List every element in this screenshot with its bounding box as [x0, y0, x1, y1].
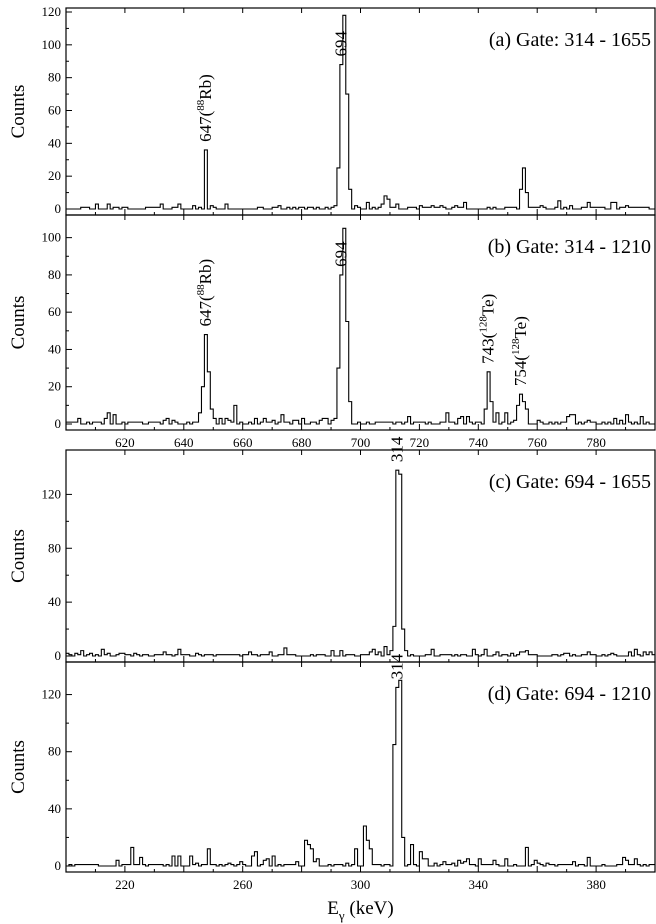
- panel-title: (b) Gate: 314 - 1210: [488, 236, 651, 258]
- y-tick-label: 80: [48, 70, 61, 85]
- x-tick-label: 740: [469, 435, 489, 450]
- y-tick-label: 80: [48, 744, 61, 759]
- y-tick-label: 100: [42, 230, 62, 245]
- peak-label: 694: [331, 31, 350, 57]
- panel-title: (a) Gate: 314 - 1655: [489, 29, 651, 51]
- peak-label: 647(88Rb): [195, 259, 215, 327]
- y-tick-label: 120: [42, 4, 62, 19]
- x-tick-label: 380: [586, 877, 606, 892]
- y-tick-label: 20: [48, 168, 61, 183]
- peak-label: 743(128Te): [478, 294, 498, 364]
- panel-c: 0 40 80 120 Counts (c) Gate: 694 - 1655 314: [8, 436, 656, 663]
- y-tick-label: 40: [48, 135, 61, 150]
- x-tick-label: 780: [586, 435, 606, 450]
- spectrum-line: [66, 679, 655, 867]
- y-tick-label: 40: [48, 341, 61, 356]
- peak-label: 314: [387, 436, 406, 462]
- spectrum-line: [66, 227, 655, 425]
- y-tick-label: 60: [48, 304, 61, 319]
- panel-title: (d) Gate: 694 - 1210: [488, 683, 651, 705]
- spectrum-line: [66, 14, 655, 210]
- x-axis-label: Eγ (keV): [327, 898, 393, 923]
- y-tick-label: 60: [48, 103, 61, 118]
- x-tick-label: 680: [292, 435, 312, 450]
- y-tick-label: 100: [42, 37, 62, 52]
- peak-label: 647(88Rb): [195, 74, 215, 142]
- peak-label: 754(128Te): [510, 316, 530, 386]
- y-axis-label: Counts: [8, 296, 29, 350]
- peak-label: 314: [387, 653, 406, 679]
- y-tick-label: 0: [55, 858, 62, 873]
- spectrum-line: [66, 469, 655, 657]
- y-tick-label: 80: [48, 540, 61, 555]
- y-tick-label: 0: [55, 201, 62, 216]
- x-tick-label: 340: [469, 877, 489, 892]
- y-tick-label: 120: [42, 486, 62, 501]
- y-tick-label: 0: [55, 648, 62, 663]
- y-axis-label: Counts: [8, 529, 29, 583]
- x-tick-label: 620: [115, 435, 135, 450]
- y-axis-label: Counts: [8, 740, 29, 794]
- panel-b: 0 20 40 60 80 100 620 640 660 680 700 720 740 760 780 C…: [8, 214, 656, 450]
- x-tick-label: 720: [410, 435, 430, 450]
- x-tick-label: 260: [233, 877, 253, 892]
- x-tick-label: 640: [174, 435, 194, 450]
- x-tick-label: 700: [351, 435, 371, 450]
- x-tick-label: 760: [527, 435, 547, 450]
- y-tick-label: 120: [42, 687, 62, 702]
- y-axis-label: Counts: [8, 85, 29, 139]
- y-tick-label: 20: [48, 379, 61, 394]
- x-tick-label: 660: [233, 435, 253, 450]
- x-tick-label: 220: [115, 877, 135, 892]
- panel-title: (c) Gate: 694 - 1655: [489, 471, 651, 493]
- y-tick-label: 0: [55, 416, 62, 431]
- y-tick-label: 40: [48, 594, 61, 609]
- y-tick-label: 40: [48, 801, 61, 816]
- panel-d: 0 40 80 120 220 260 300 340 380 Counts (d) Gate: 6…: [8, 653, 656, 923]
- x-tick-label: 300: [351, 877, 371, 892]
- peak-label: 694: [331, 241, 350, 267]
- panel-a: 0 20 40 60 80 100 120 Counts (a) Gate: 314 - 165…: [8, 4, 656, 216]
- y-tick-label: 80: [48, 267, 61, 282]
